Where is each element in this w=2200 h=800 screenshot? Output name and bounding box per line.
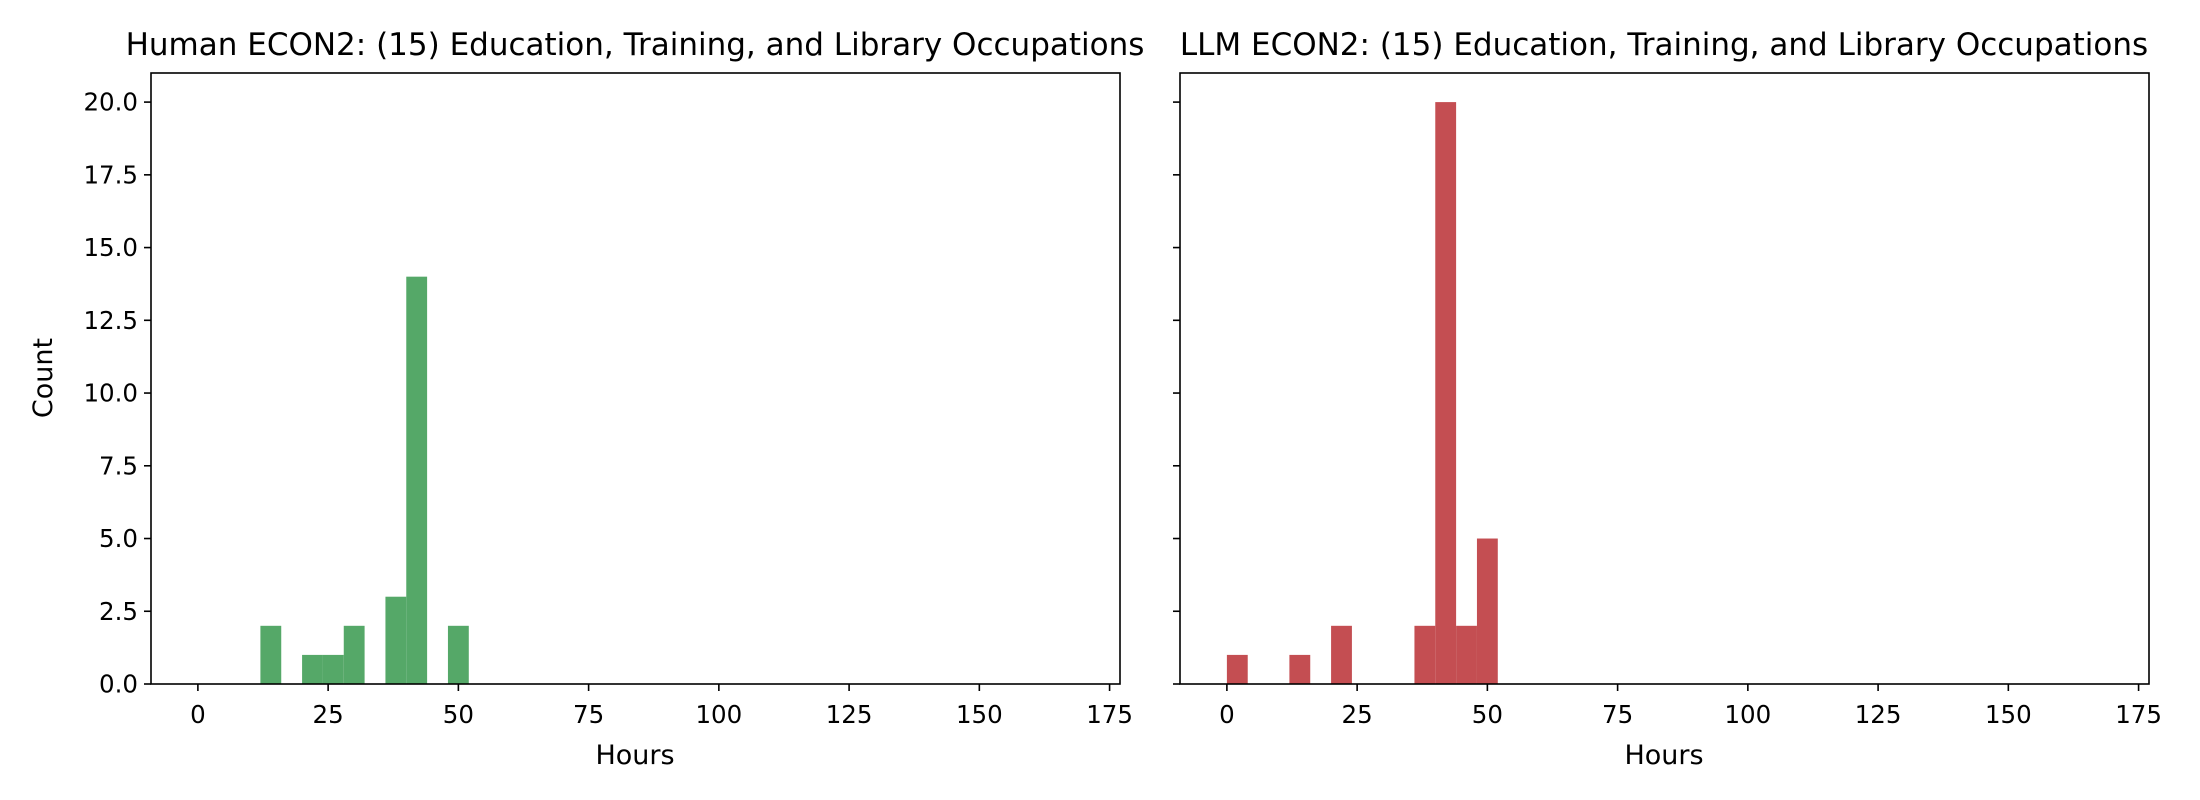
human-y-tick-label-5: 12.5 <box>83 306 138 335</box>
human-histogram-panel: 0.0 2.5 5.0 7.5 10.0 12.5 15.0 17.5 20.0 0 25 50 75… <box>28 27 1144 771</box>
human-y-tick-label-0: 0.0 <box>99 670 138 699</box>
human-y-tick-label-7: 17.5 <box>83 160 138 189</box>
human-y-tick-label-2: 5.0 <box>99 524 138 553</box>
human-x-tick-label-3: 75 <box>573 700 604 729</box>
llm-x-tick-label-1: 25 <box>1342 700 1373 729</box>
human-bar-0 <box>260 625 282 684</box>
llm-x-tick-label-6: 150 <box>1985 700 2032 729</box>
human-x-tick-label-4: 100 <box>695 700 742 729</box>
llm-histogram-panel: 0 25 50 75 100 125 150 175 LLM ECON2: (15) Educ… <box>1173 27 2162 771</box>
human-x-tick-label-6: 150 <box>956 700 1003 729</box>
llm-x-tick-label-4: 100 <box>1724 700 1771 729</box>
human-plot-frame <box>150 72 1121 685</box>
human-y-axis-ticks: 0.0 2.5 5.0 7.5 10.0 12.5 15.0 17.5 20.0 <box>83 88 151 699</box>
human-bar-6 <box>447 625 469 684</box>
human-bar-3 <box>343 625 365 684</box>
llm-x-tick-label-5: 125 <box>1855 700 1902 729</box>
llm-x-tick-label-3: 75 <box>1602 700 1633 729</box>
human-y-axis-label: Count <box>28 338 59 418</box>
llm-x-axis-ticks: 0 25 50 75 100 125 150 175 <box>1219 684 2162 729</box>
human-chart-title: Human ECON2: (15) Education, Training, a… <box>126 27 1145 63</box>
llm-x-tick-label-2: 50 <box>1472 700 1503 729</box>
human-y-tick-label-6: 15.0 <box>83 233 138 262</box>
human-bar-1 <box>302 654 323 684</box>
human-y-tick-label-3: 7.5 <box>99 451 138 480</box>
llm-x-tick-label-0: 0 <box>1219 700 1235 729</box>
llm-x-tick-label-7: 175 <box>2115 700 2162 729</box>
human-x-tick-label-1: 25 <box>313 700 344 729</box>
llm-bar-5 <box>1456 625 1477 684</box>
llm-bar-4 <box>1435 102 1457 685</box>
llm-bar-0 <box>1226 654 1248 684</box>
human-x-tick-label-5: 125 <box>826 700 873 729</box>
human-x-tick-label-2: 50 <box>443 700 474 729</box>
llm-histogram-bars <box>1226 102 1498 685</box>
llm-bar-6 <box>1476 538 1498 684</box>
human-x-axis-label: Hours <box>595 740 674 771</box>
human-y-tick-label-4: 10.0 <box>83 379 138 408</box>
human-y-tick-label-8: 20.0 <box>83 88 138 117</box>
llm-chart-title: LLM ECON2: (15) Education, Training, and… <box>1180 27 2148 63</box>
human-bar-2 <box>322 654 344 684</box>
llm-bar-3 <box>1414 625 1436 684</box>
human-x-axis-ticks: 0 25 50 75 100 125 150 175 <box>190 684 1133 729</box>
llm-x-axis-label: Hours <box>1624 740 1703 771</box>
human-x-tick-label-7: 175 <box>1086 700 1133 729</box>
llm-bar-1 <box>1289 654 1311 684</box>
human-y-tick-label-1: 2.5 <box>99 597 138 626</box>
human-bar-5 <box>406 276 428 684</box>
human-bar-4 <box>385 596 407 684</box>
llm-bar-2 <box>1331 625 1352 684</box>
llm-y-axis-ticks <box>1173 101 1180 685</box>
human-x-tick-label-0: 0 <box>190 700 206 729</box>
human-histogram-bars <box>260 276 469 684</box>
llm-plot-frame <box>1179 72 2150 685</box>
